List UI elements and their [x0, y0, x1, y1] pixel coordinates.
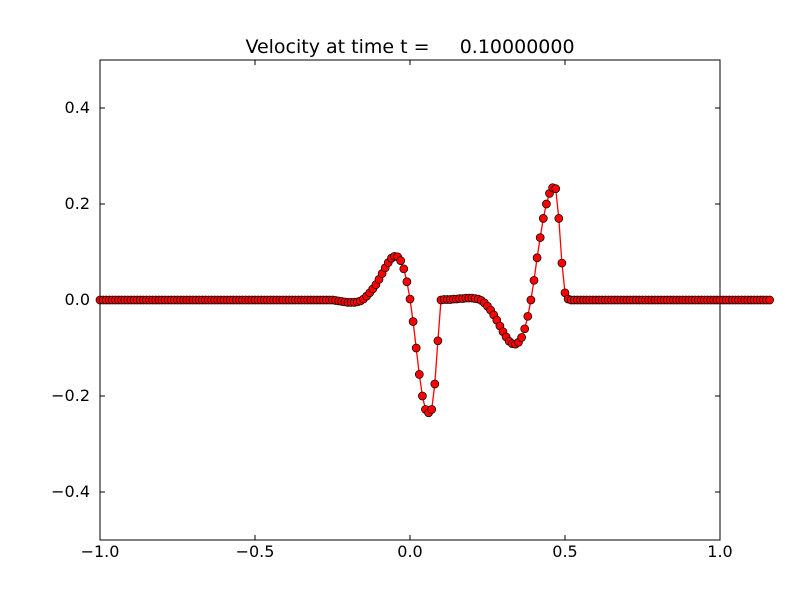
x-tick-label: −0.5: [236, 542, 275, 561]
data-point: [430, 379, 440, 389]
data-point: [433, 336, 443, 346]
x-tick-label: −1.0: [81, 542, 120, 561]
data-point: [427, 405, 437, 414]
y-tick-label: 0.0: [65, 290, 90, 309]
chart-title: Velocity at time t = 0.10000000: [245, 36, 574, 58]
data-point: [551, 184, 561, 193]
y-tick-label: −0.2: [51, 386, 90, 405]
data-point: [414, 370, 424, 379]
data-point: [554, 214, 564, 223]
data-point: [517, 333, 526, 342]
data-point: [399, 264, 409, 274]
y-tick-label: 0.4: [65, 98, 90, 117]
data-point: [418, 391, 427, 401]
y-tick-label: 0.2: [65, 194, 90, 213]
y-tick-label: −0.4: [51, 482, 90, 501]
data-point: [396, 256, 406, 265]
x-tick-label: 1.0: [707, 542, 732, 561]
data-point: [538, 214, 548, 223]
data-point: [405, 294, 415, 304]
axis-tick-labels: −1.0 −0.5 0.0 0.5 1.0 −0.4 −0.2 0.0 0.2 0.4: [51, 98, 733, 561]
data-point: [542, 199, 551, 209]
data-point: [523, 311, 533, 321]
data-point: [402, 277, 412, 287]
x-tick-label: 0.5: [552, 542, 577, 561]
x-tick-label: 0.0: [397, 542, 422, 561]
data-point: [557, 258, 567, 268]
data-point: [765, 295, 774, 305]
data-point: [529, 275, 539, 285]
data-point: [520, 324, 530, 334]
data-point: [411, 343, 421, 353]
data-point: [526, 295, 536, 305]
data-point: [535, 233, 545, 242]
plot-area: [95, 183, 774, 418]
data-point: [532, 253, 542, 263]
data-point: [408, 317, 418, 326]
